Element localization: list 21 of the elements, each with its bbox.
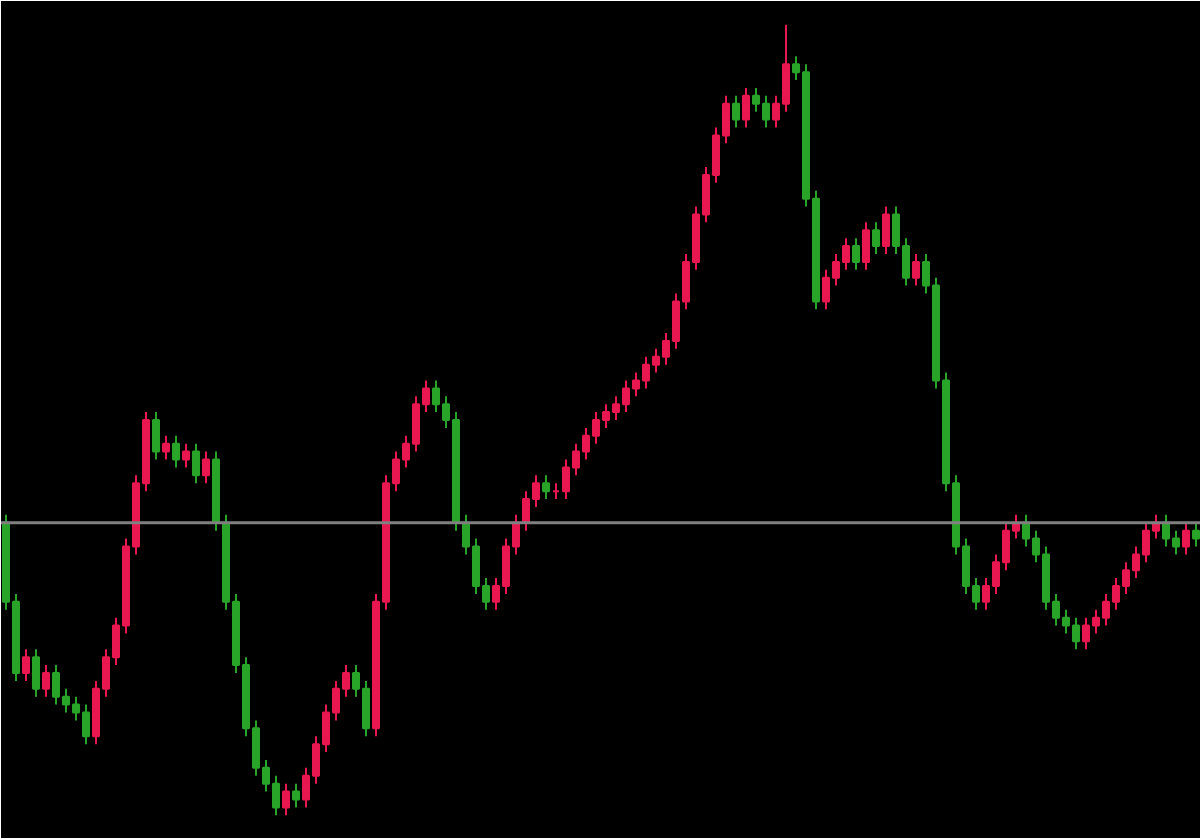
candlestick [162, 434, 170, 461]
candlestick [22, 648, 30, 682]
candlestick [742, 86, 750, 129]
candlestick [1182, 521, 1190, 556]
candlestick [192, 442, 200, 485]
candlestick [882, 205, 890, 255]
candlestick [182, 442, 190, 469]
candlestick [862, 221, 870, 271]
candlestick [42, 664, 50, 698]
candlestick [912, 252, 920, 287]
candlestick [292, 782, 300, 809]
candlestick [202, 450, 210, 485]
candlestick [732, 94, 740, 129]
candlestick [852, 237, 860, 271]
candlestick [1192, 521, 1200, 548]
candlestick [32, 648, 40, 698]
candlestick [282, 782, 290, 817]
candlestick [542, 474, 550, 501]
candlestick [872, 221, 880, 255]
candlestick [172, 434, 180, 469]
candlestick [152, 411, 160, 461]
